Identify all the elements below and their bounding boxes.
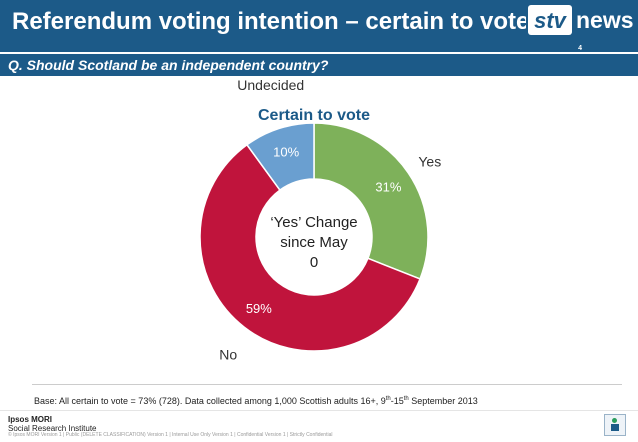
base-prefix: Base: All certain to vote = 73% (728). D… <box>34 396 386 406</box>
base-note: Base: All certain to vote = 73% (728). D… <box>34 396 478 406</box>
svg-text:stv: stv <box>534 8 568 33</box>
category-label-undecided: Undecided <box>237 80 304 93</box>
page-title: Referendum voting intention – certain to… <box>12 8 530 35</box>
center-label-line-1: ‘Yes’ Change <box>270 214 357 231</box>
center-label-line-3: 0 <box>310 254 318 271</box>
page-number: 4 <box>578 45 582 52</box>
slice-no <box>199 143 421 352</box>
donut-chart: Certain to vote 31% Yes 59% No 10% Undecided ‘… <box>199 80 441 363</box>
chart-title: Certain to vote <box>258 107 370 124</box>
slice-undecided <box>245 122 315 192</box>
center-label-line-2: since May <box>280 234 348 251</box>
ipsos-institute: Social Research Institute <box>8 424 97 433</box>
stv-news-logo: stv news <box>528 5 634 35</box>
logo-text: news <box>576 7 634 33</box>
ipsos-name: Ipsos MORI <box>8 415 53 424</box>
value-label-yes: 31% <box>375 179 401 194</box>
base-sup-1: th <box>385 396 391 402</box>
category-label-no: No <box>219 347 237 363</box>
value-label-undecided: 10% <box>273 144 299 159</box>
value-label-no: 59% <box>246 301 272 316</box>
question-text: Q. Should Scotland be an independent cou… <box>8 57 329 73</box>
ipsos-logo <box>604 414 626 436</box>
base-suffix: September 2013 <box>408 396 478 406</box>
base-sup-2: th <box>403 396 409 402</box>
base-mid: -15 <box>390 396 404 406</box>
question-bar <box>0 54 638 76</box>
legal-footer: © Ipsos MORI Version 1 | Public (DELETE … <box>8 432 333 438</box>
slice-yes <box>313 122 429 280</box>
base-divider <box>32 384 622 385</box>
footer-divider <box>0 410 638 411</box>
category-label-yes: Yes <box>418 153 441 169</box>
ipsos-brand: Ipsos MORI Social Research Institute <box>8 415 97 433</box>
